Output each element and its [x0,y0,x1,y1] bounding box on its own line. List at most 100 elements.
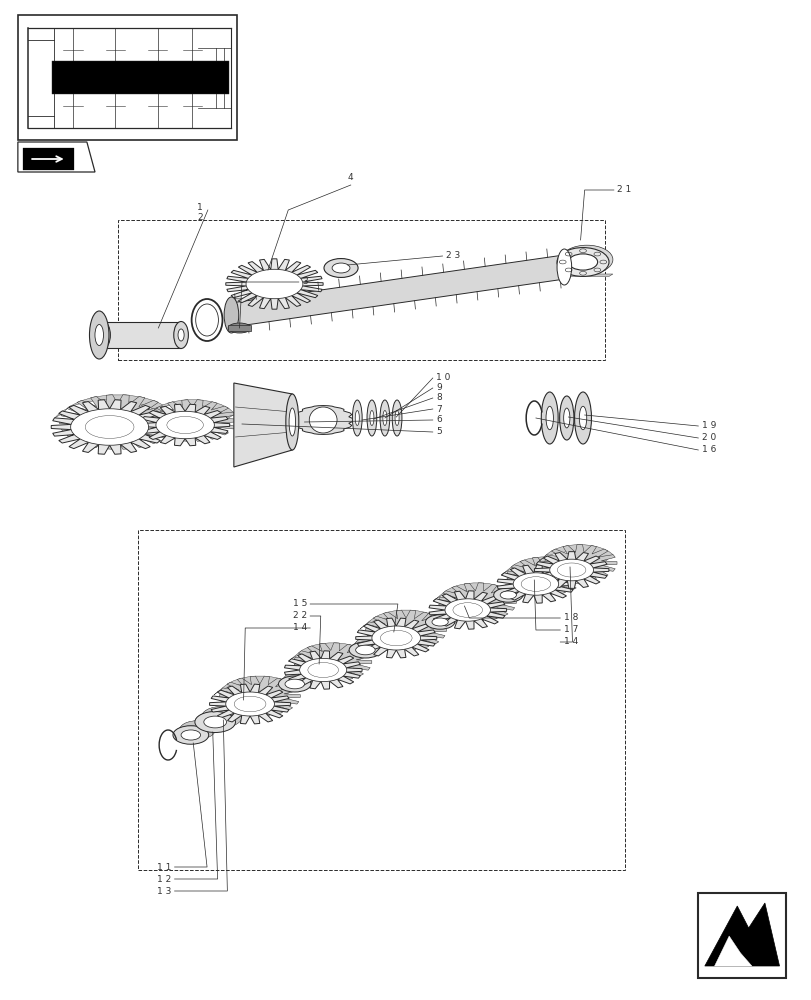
Polygon shape [174,721,214,732]
Ellipse shape [187,725,207,735]
Text: 5: 5 [436,428,441,436]
Text: 2 2: 2 2 [293,611,307,620]
Polygon shape [228,325,251,331]
Ellipse shape [95,324,103,346]
Bar [52,62,229,94]
Text: 2: 2 [197,213,203,222]
Polygon shape [568,268,601,270]
Polygon shape [195,707,241,719]
Ellipse shape [246,269,303,299]
Text: 2 1: 2 1 [616,186,631,194]
Polygon shape [213,676,296,695]
Ellipse shape [355,410,358,426]
Text: 7: 7 [436,404,441,414]
Ellipse shape [324,259,358,277]
Ellipse shape [285,394,298,450]
Ellipse shape [309,407,337,433]
Ellipse shape [225,692,274,716]
Polygon shape [294,643,371,681]
Text: 1: 1 [197,202,203,212]
Polygon shape [140,404,230,446]
Ellipse shape [284,671,316,687]
Text: 8: 8 [436,393,441,402]
Ellipse shape [504,587,521,595]
Ellipse shape [556,248,608,276]
Ellipse shape [498,584,527,598]
Polygon shape [432,583,512,601]
Ellipse shape [444,599,490,621]
Ellipse shape [572,251,601,268]
Ellipse shape [513,573,558,595]
Ellipse shape [370,410,373,426]
Ellipse shape [195,712,235,732]
Ellipse shape [541,392,557,444]
Ellipse shape [367,400,376,436]
Polygon shape [556,274,612,276]
Polygon shape [704,903,779,966]
Ellipse shape [354,637,387,653]
Text: 1 0: 1 0 [436,373,450,382]
Text: 1 1: 1 1 [157,862,171,871]
Ellipse shape [556,249,571,285]
Ellipse shape [156,411,214,439]
Ellipse shape [392,400,401,436]
Polygon shape [288,643,367,661]
Ellipse shape [560,245,612,274]
Ellipse shape [559,396,573,440]
Ellipse shape [361,640,380,650]
Ellipse shape [89,311,109,359]
Polygon shape [494,584,526,593]
Polygon shape [542,545,616,581]
Ellipse shape [224,297,238,333]
Ellipse shape [289,408,295,436]
Text: 1 9: 1 9 [702,422,716,430]
Ellipse shape [71,409,148,445]
Ellipse shape [574,392,590,444]
Polygon shape [359,610,442,629]
Polygon shape [426,611,458,620]
Polygon shape [18,142,95,172]
Polygon shape [506,557,584,595]
Polygon shape [714,936,751,966]
Polygon shape [350,637,386,648]
Ellipse shape [285,679,304,689]
Ellipse shape [380,400,389,436]
Text: 1 7: 1 7 [563,626,577,635]
Ellipse shape [173,726,208,744]
Polygon shape [209,684,290,724]
Bar [138,530,624,870]
Text: 9: 9 [436,383,441,392]
Ellipse shape [549,559,593,581]
Ellipse shape [290,674,310,684]
Text: 6: 6 [436,416,441,424]
Polygon shape [534,552,608,588]
Ellipse shape [352,400,362,436]
Text: 1 3: 1 3 [157,886,171,896]
Polygon shape [500,557,580,575]
Ellipse shape [568,254,597,270]
Ellipse shape [436,614,453,622]
Ellipse shape [174,322,188,349]
Text: 1 4: 1 4 [292,624,307,633]
Text: 1 4: 1 4 [563,638,577,647]
Polygon shape [51,400,168,454]
Polygon shape [279,671,315,682]
Polygon shape [292,406,354,434]
Polygon shape [438,583,516,621]
Ellipse shape [545,406,553,430]
Polygon shape [538,545,612,562]
Ellipse shape [179,721,215,739]
Polygon shape [103,322,181,348]
Bar [697,893,785,978]
Ellipse shape [371,626,420,650]
Polygon shape [54,395,173,419]
Bar [118,220,604,360]
Polygon shape [143,400,234,419]
Ellipse shape [500,591,516,599]
Ellipse shape [493,588,522,602]
Ellipse shape [204,716,226,728]
Polygon shape [428,591,506,629]
Ellipse shape [355,645,375,655]
Text: 2 0: 2 0 [702,434,716,442]
Polygon shape [148,400,237,441]
